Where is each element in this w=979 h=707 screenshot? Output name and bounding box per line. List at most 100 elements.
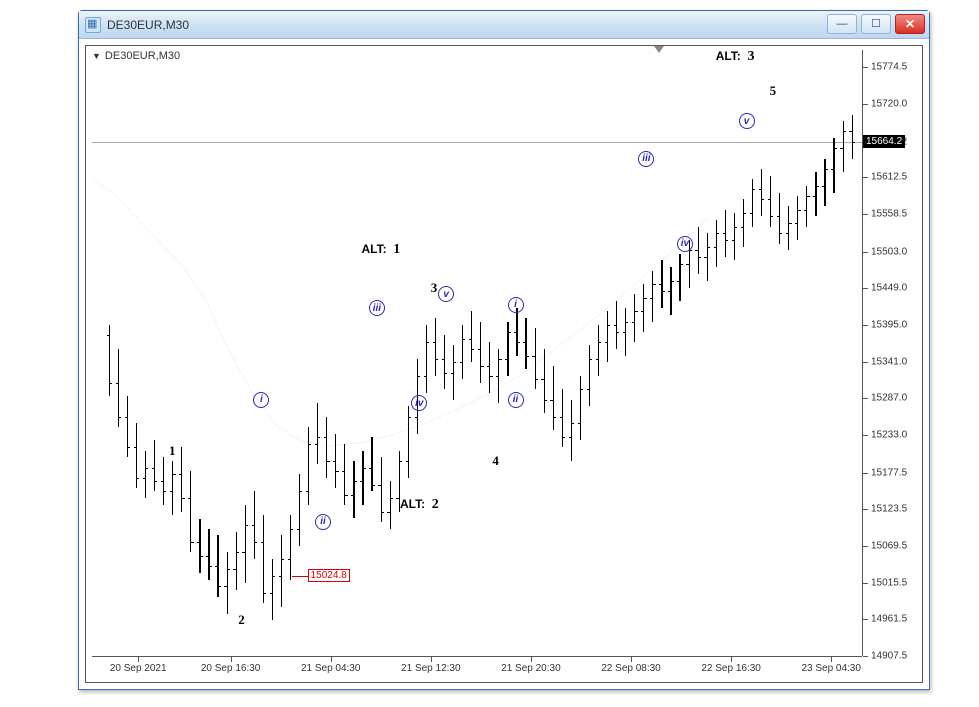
x-tick-label: 20 Sep 2021	[110, 663, 167, 674]
ohlc-bar	[498, 349, 499, 403]
minimize-button[interactable]: —	[827, 14, 857, 34]
ohlc-bar	[353, 461, 354, 519]
ohlc-bar	[553, 366, 554, 431]
y-tick-label: 15341.0	[871, 356, 907, 367]
current-price-line	[92, 142, 862, 143]
y-tick-label: 15503.0	[871, 246, 907, 257]
ohlc-bar	[489, 342, 490, 393]
y-tick-label: 14907.5	[871, 651, 907, 662]
wave-label-circled: ii	[508, 392, 524, 408]
ohlc-bar	[698, 227, 699, 275]
wave-label-circled: iii	[638, 151, 654, 167]
wave-label-circled: v	[438, 286, 454, 302]
close-button[interactable]: ✕	[895, 14, 925, 34]
minimize-icon: —	[837, 19, 848, 30]
ohlc-bar	[471, 311, 472, 362]
wave-label-circled: ii	[315, 514, 331, 530]
ohlc-bar	[236, 532, 237, 590]
red-level-label: 15024.8	[308, 569, 350, 582]
ohlc-bar	[670, 267, 671, 315]
ohlc-bar	[462, 325, 463, 379]
maximize-button[interactable]: ☐	[861, 14, 891, 34]
ohlc-bar	[371, 437, 372, 491]
ohlc-bar	[625, 308, 626, 356]
ohlc-bar	[761, 169, 762, 217]
ohlc-bar	[453, 345, 454, 399]
ohlc-bar	[544, 349, 545, 414]
window: DE30EUR,M30 — ☐ ✕ ▼ DE30EUR,M30 15024.81…	[78, 10, 930, 690]
ohlc-bar	[145, 451, 146, 499]
chart-plot-area[interactable]: 15024.812345ALT: 1ALT: 2ALT: 3iiiiiiivvi…	[92, 50, 862, 656]
ohlc-bar	[390, 481, 391, 529]
titlebar[interactable]: DE30EUR,M30 — ☐ ✕	[79, 11, 929, 39]
ohlc-bar	[752, 179, 753, 227]
ohlc-bar	[734, 213, 735, 261]
y-tick-label: 15774.5	[871, 62, 907, 73]
ohlc-bar	[317, 403, 318, 464]
y-tick-label: 15177.5	[871, 467, 907, 478]
ohlc-bar	[661, 260, 662, 308]
alt-label: ALT: 1	[362, 242, 401, 258]
ohlc-bar	[435, 318, 436, 376]
current-price-label: 15664.2	[863, 135, 905, 148]
x-axis: 20 Sep 202120 Sep 16:3021 Sep 04:3021 Se…	[92, 656, 862, 682]
ohlc-bar	[824, 159, 825, 207]
wave-label: 2	[238, 612, 245, 628]
ohlc-bar	[308, 427, 309, 505]
ohlc-bar	[326, 417, 327, 478]
ohlc-bar	[843, 121, 844, 172]
y-tick-label: 15233.0	[871, 429, 907, 440]
ohlc-bar	[426, 325, 427, 393]
ohlc-bar	[580, 376, 581, 441]
ohlc-bar	[516, 308, 517, 356]
x-tick-label: 21 Sep 04:30	[301, 663, 361, 674]
ohlc-bar	[208, 529, 209, 580]
ohlc-bar	[725, 210, 726, 258]
close-icon: ✕	[905, 18, 915, 30]
ohlc-bar	[652, 271, 653, 322]
ohlc-bar	[480, 322, 481, 383]
ohlc-bar	[571, 400, 572, 461]
wave-label-circled: iv	[411, 395, 427, 411]
ohlc-bar	[227, 552, 228, 613]
ohlc-bar	[643, 284, 644, 332]
window-buttons: — ☐ ✕	[827, 14, 925, 34]
ohlc-bar	[163, 457, 164, 505]
chart-container: ▼ DE30EUR,M30 15024.812345ALT: 1ALT: 2AL…	[85, 45, 923, 683]
ohlc-bar	[245, 505, 246, 583]
ohlc-bar	[272, 559, 273, 620]
ohlc-bar	[172, 461, 173, 515]
wave-label-circled: i	[508, 297, 524, 313]
ohlc-bar	[507, 322, 508, 376]
y-tick-label: 15612.5	[871, 172, 907, 183]
ohlc-bar	[525, 318, 526, 369]
ohlc-bar	[444, 335, 445, 389]
ohlc-bar	[770, 176, 771, 227]
ohlc-bar	[118, 349, 119, 427]
wave-label-circled: i	[253, 392, 269, 408]
wave-label: 4	[492, 453, 499, 469]
y-tick-label: 15558.5	[871, 208, 907, 219]
window-title: DE30EUR,M30	[107, 18, 189, 32]
ohlc-bar	[362, 451, 363, 505]
ohlc-bar	[335, 434, 336, 488]
ohlc-bar	[562, 389, 563, 447]
y-tick-label: 15123.5	[871, 504, 907, 515]
ohlc-bar	[779, 193, 780, 244]
ohlc-bar	[743, 199, 744, 247]
y-tick-label: 15015.5	[871, 577, 907, 588]
ohlc-bar	[535, 328, 536, 389]
ohlc-bar	[797, 196, 798, 240]
ohlc-bar	[217, 535, 218, 596]
wave-label-circled: iv	[677, 236, 693, 252]
ohlc-bar	[598, 325, 599, 376]
ohlc-bar	[190, 471, 191, 552]
maximize-icon: ☐	[871, 19, 881, 30]
ohlc-bar	[299, 474, 300, 545]
x-tick-label: 22 Sep 08:30	[601, 663, 661, 674]
ohlc-bar	[263, 515, 264, 603]
wave-label: 1	[169, 443, 176, 459]
x-tick-label: 21 Sep 12:30	[401, 663, 461, 674]
ohlc-bar	[127, 396, 128, 457]
alt-label: ALT: 2	[400, 497, 439, 513]
